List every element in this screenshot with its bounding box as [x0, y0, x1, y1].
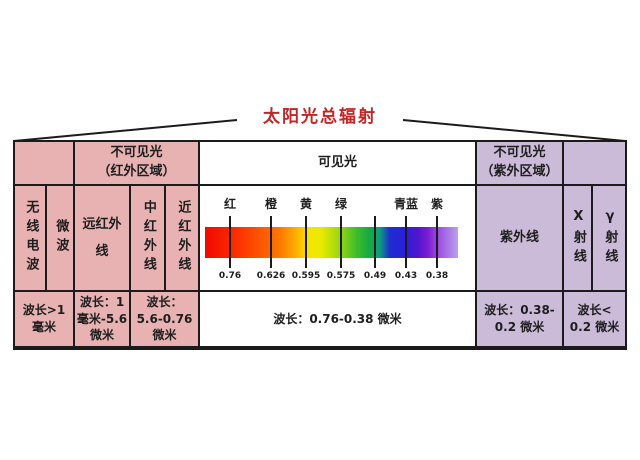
spectrum-color-label: 紫 [430, 197, 444, 211]
spectrum-tick-line [436, 216, 438, 268]
spectrum-boundary-value: 0.76 [218, 271, 242, 281]
spectrum-color-bar [205, 227, 458, 258]
spectrum-boundary-value: 0.43 [394, 271, 418, 281]
wavelength-cell-mid-near-infrared: 波长： 5.6-0.76 微米 [131, 292, 198, 346]
spectrum-boundary-value: 0.575 [326, 271, 356, 281]
spectrum-boundary-value: 0.595 [291, 271, 321, 281]
spectrum-color-label: 橙 [264, 197, 278, 211]
spectrum-color-label: 绿 [334, 197, 348, 211]
wavelength-cell-radio-microwave: 波长>1 毫米 [15, 292, 73, 346]
band-cell-xray: X射线 [564, 186, 591, 290]
band-cell-ultraviolet: 紫外线 [477, 186, 562, 290]
header-cell-left-empty [15, 142, 73, 184]
spectrum-color-label: 黄 [299, 197, 313, 211]
spectrum-boundary-value: 0.49 [363, 271, 387, 281]
spectrum-tick-line [374, 216, 376, 268]
header-cell-right-empty [564, 142, 625, 184]
visible-spectrum-cell: 红 0.76 橙 0.626 黄 0.595 绿 0.575 [200, 186, 475, 290]
band-cell-far-infrared: 远红外 线 [75, 186, 129, 290]
spectrum-color-label: 红 [223, 197, 237, 211]
band-cell-gamma-ray: γ射线 [593, 186, 625, 290]
band-cell-mid-infrared: 中红外线 [131, 186, 164, 290]
spectrum-tick-line [229, 216, 231, 268]
spectrum-tick-line [305, 216, 307, 268]
spectrum-boundary-value: 0.38 [425, 271, 449, 281]
band-cell-radio-waves: 无线电波 [15, 186, 45, 290]
spectrum-boundary-value: 0.626 [256, 271, 286, 281]
band-cell-near-infrared: 近红外线 [166, 186, 198, 290]
wavelength-cell-far-infrared: 波长：1 毫米-5.6 微米 [75, 292, 129, 346]
spectrum-tick-line [270, 216, 272, 268]
band-cell-microwave: 微波 [47, 186, 73, 290]
wavelength-cell-xray-gamma: 波长< 0.2 微米 [564, 292, 625, 346]
spectrum-tick-line [340, 216, 342, 268]
spectrum-color-label: 青蓝 [393, 197, 419, 211]
wavelength-cell-visible: 波长：0.76-0.38 微米 [200, 292, 475, 346]
wavelength-cell-ultraviolet: 波长：0.38- 0.2 微米 [477, 292, 562, 346]
header-cell-visible-light: 可见光 [200, 142, 475, 184]
header-cell-infrared-region: 不可见光 （红外区域） [75, 142, 198, 184]
spectrum-table: 不可见光 （红外区域） 可见光 不可见光 （紫外区域） 无线电波 微波 远红外 … [13, 140, 627, 350]
spectrum-tick-line [405, 216, 407, 268]
header-cell-ultraviolet-region: 不可见光 （紫外区域） [477, 142, 562, 184]
page-title: 太阳光总辐射 [263, 107, 377, 127]
